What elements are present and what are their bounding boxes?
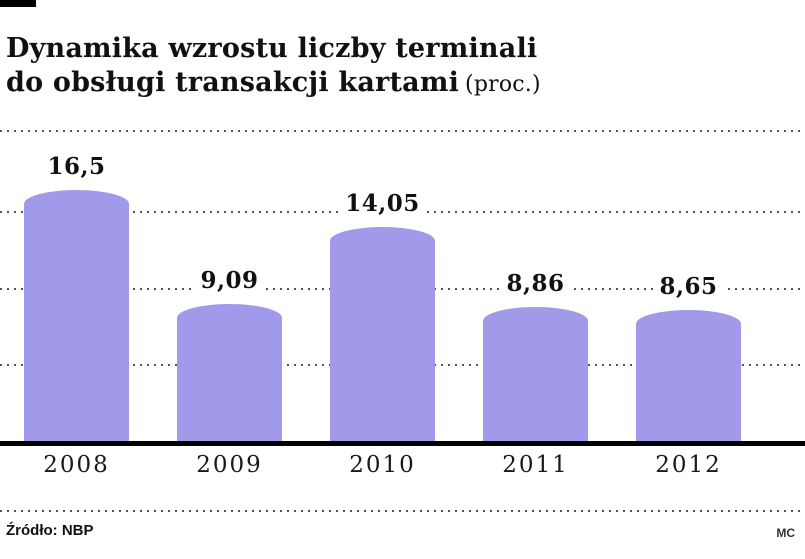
title-separator-rule <box>0 130 805 132</box>
bar-value-label-2012: 8,65 <box>653 273 724 301</box>
chart-title-line2-text: do obsługi transakcji kartami <box>6 67 460 98</box>
chart-title-line2: do obsługi transakcji kartami (proc.) <box>6 66 541 102</box>
footer-separator-rule <box>0 510 805 512</box>
chart-title-line1: Dynamika wzrostu liczby terminali <box>6 33 538 64</box>
bar-group-2008: 16,5 <box>0 130 153 443</box>
bars-container: 16,5 9,09 14,05 8,86 8,65 <box>0 130 805 443</box>
bar-2010 <box>330 227 435 443</box>
bar-2009 <box>177 303 282 443</box>
x-axis-label-2009: 2009 <box>196 452 263 478</box>
top-left-mark <box>0 0 36 7</box>
bar-2012 <box>636 310 741 443</box>
x-axis-label-2011: 2011 <box>502 452 569 478</box>
bar-2011 <box>483 307 588 443</box>
bar-group-2011: 8,86 <box>459 130 612 443</box>
bar-value-label-2009: 9,09 <box>194 266 265 294</box>
bar-2008 <box>24 189 129 443</box>
chart-title-unit: (proc.) <box>465 72 541 97</box>
bar-group-2012: 8,65 <box>612 130 765 443</box>
x-axis-baseline <box>0 441 805 446</box>
bar-value-label-2010: 14,05 <box>339 190 426 218</box>
bar-value-label-2008: 16,5 <box>41 152 112 180</box>
source-note: Źródło: NBP <box>6 522 94 539</box>
x-axis-label-2012: 2012 <box>655 452 722 478</box>
chart-header: Dynamika wzrostu liczby terminali do obs… <box>6 32 541 102</box>
x-axis-label-2010: 2010 <box>349 452 416 478</box>
x-axis-labels: 2008 2009 2010 2011 2012 <box>0 452 805 478</box>
bar-group-2009: 9,09 <box>153 130 306 443</box>
x-axis-label-2008: 2008 <box>43 452 110 478</box>
bar-group-2010: 14,05 <box>306 130 459 443</box>
bar-value-label-2011: 8,86 <box>500 270 571 298</box>
chart-plot: 16,5 9,09 14,05 8,86 8,65 <box>0 130 805 443</box>
credit-initials: MC <box>776 526 795 540</box>
